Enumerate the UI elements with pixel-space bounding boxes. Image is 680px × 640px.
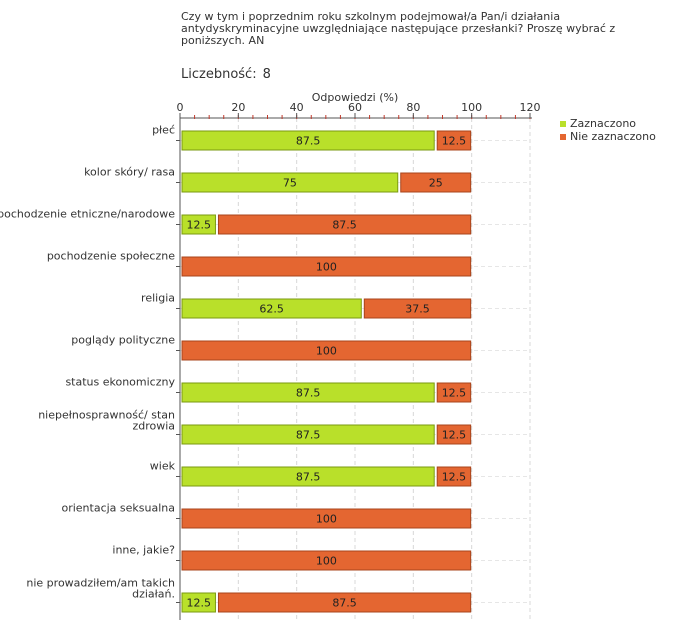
- bar-selected-0: [181, 130, 435, 151]
- category-label-6: status ekonomiczny: [65, 376, 175, 389]
- sample-size-label: Liczebność:: [181, 67, 257, 82]
- category-label-10: inne, jakie?: [112, 544, 175, 557]
- value-label-not-selected-6: 12.5: [442, 387, 467, 400]
- category-label-11: nie prowadziłem/am takich działań.: [26, 577, 175, 601]
- bar-selected-1: [181, 172, 399, 193]
- value-label-not-selected-1: 25: [429, 177, 443, 190]
- bar-not-selected-11: [217, 592, 472, 613]
- x-tick-label-120: 120: [520, 101, 541, 114]
- x-tick-label-100: 100: [461, 101, 482, 114]
- category-label-1: kolor skóry/ rasa: [84, 166, 175, 179]
- x-tick-label-40: 40: [290, 101, 304, 114]
- value-label-selected-4: 62.5: [259, 303, 284, 316]
- x-tick-label-80: 80: [406, 101, 420, 114]
- bar-not-selected-7: [436, 424, 472, 445]
- category-label-0: płeć: [152, 124, 175, 137]
- bar-not-selected-10: [181, 550, 472, 571]
- value-label-selected-8: 87.5: [296, 471, 321, 484]
- value-label-not-selected-8: 12.5: [442, 471, 467, 484]
- value-label-not-selected-2: 87.5: [332, 219, 357, 232]
- x-axis-title: Odpowiedzi (%): [311, 91, 399, 104]
- x-tick-label-60: 60: [348, 101, 362, 114]
- legend-label-selected: Zaznaczono: [570, 117, 637, 130]
- category-label-5: poglądy polityczne: [71, 334, 175, 347]
- bar-not-selected-8: [436, 466, 472, 487]
- bar-not-selected-5: [181, 340, 472, 361]
- bar-not-selected-6: [436, 382, 472, 403]
- category-label-4: religia: [141, 292, 175, 305]
- legend-swatch-not-selected: [560, 133, 566, 140]
- bar-not-selected-3: [181, 256, 472, 277]
- value-label-not-selected-5: 100: [316, 345, 337, 358]
- value-label-selected-2: 12.5: [186, 219, 211, 232]
- legend-item-selected: Zaznaczono: [560, 117, 656, 130]
- value-label-not-selected-7: 12.5: [442, 429, 467, 442]
- bar-not-selected-0: [436, 130, 472, 151]
- bar-selected-8: [181, 466, 435, 487]
- legend-item-not-selected: Nie zaznaczono: [560, 130, 656, 143]
- bar-selected-6: [181, 382, 435, 403]
- category-label-9: orientacja seksualna: [61, 502, 175, 515]
- legend: Zaznaczono Nie zaznaczono: [560, 117, 656, 143]
- value-label-not-selected-9: 100: [316, 513, 337, 526]
- sample-size-value: 8: [262, 67, 271, 82]
- value-label-selected-0: 87.5: [296, 135, 321, 148]
- value-label-selected-6: 87.5: [296, 387, 321, 400]
- value-label-not-selected-0: 12.5: [442, 135, 467, 148]
- x-tick-label-20: 20: [231, 101, 245, 114]
- bar-selected-2: [181, 214, 216, 235]
- x-tick-label-0: 0: [177, 101, 184, 114]
- value-label-selected-1: 75: [283, 177, 297, 190]
- legend-swatch-selected: [560, 120, 566, 127]
- value-label-selected-11: 12.5: [186, 597, 211, 610]
- value-label-not-selected-10: 100: [316, 555, 337, 568]
- value-label-selected-7: 87.5: [296, 429, 321, 442]
- category-label-3: pochodzenie społeczne: [47, 250, 175, 263]
- bar-not-selected-9: [181, 508, 472, 529]
- category-label-8: wiek: [150, 460, 176, 473]
- question-text: Czy w tym i poprzednim roku szkolnym pod…: [181, 10, 616, 47]
- value-label-not-selected-3: 100: [316, 261, 337, 274]
- bar-selected-7: [181, 424, 435, 445]
- bar-not-selected-4: [363, 298, 472, 319]
- legend-label-not-selected: Nie zaznaczono: [570, 130, 656, 143]
- category-label-2: pochodzenie etniczne/narodowe: [0, 208, 175, 221]
- value-label-not-selected-11: 87.5: [332, 597, 357, 610]
- value-label-not-selected-4: 37.5: [405, 303, 430, 316]
- bar-selected-11: [181, 592, 216, 613]
- bar-selected-4: [181, 298, 362, 319]
- bar-not-selected-1: [400, 172, 472, 193]
- bar-not-selected-2: [217, 214, 472, 235]
- sample-size: Liczebność: 8: [181, 67, 271, 82]
- category-label-7: niepełnosprawność/ stan zdrowia: [38, 409, 175, 433]
